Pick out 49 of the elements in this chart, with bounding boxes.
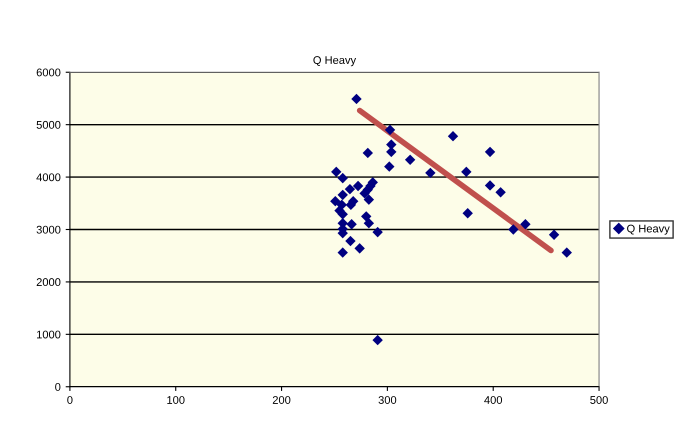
point [372, 226, 383, 238]
point [548, 230, 560, 240]
y-tick-label: 1000 [37, 330, 60, 338]
point [338, 247, 348, 258]
point [562, 247, 572, 258]
point [462, 208, 473, 218]
x-tick-label: 400 [484, 396, 502, 404]
point [364, 218, 374, 228]
x-tick-label: 0 [67, 396, 73, 404]
legend-label: Q Heavy [627, 224, 670, 235]
point [330, 196, 341, 206]
point [484, 146, 496, 158]
point [386, 146, 396, 158]
point [338, 209, 348, 220]
point [384, 161, 394, 172]
y-tick-label: 5000 [36, 120, 60, 129]
y-tick-label: 3000 [36, 226, 60, 234]
point [362, 148, 374, 158]
x-tick-label: 300 [378, 396, 396, 404]
x-tick-label: 100 [167, 396, 185, 404]
point [351, 94, 362, 104]
x-tick-label: 500 [590, 396, 608, 404]
point [338, 172, 348, 184]
y-tick-label: 0 [55, 383, 60, 391]
point [508, 224, 519, 235]
y-tick-label: 4000 [36, 173, 60, 182]
point [372, 334, 383, 346]
point [352, 180, 364, 192]
point [364, 194, 374, 205]
point [384, 124, 396, 136]
point [361, 211, 372, 222]
y-tick-label: 2000 [36, 278, 60, 286]
chart-title: Q Heavy [313, 56, 356, 66]
point [331, 166, 342, 178]
point [461, 166, 472, 178]
y-tick-label: 6000 [36, 68, 60, 76]
point [338, 190, 348, 200]
point [404, 154, 416, 165]
point [359, 188, 370, 199]
point [484, 180, 496, 191]
point [425, 168, 436, 178]
point [345, 236, 356, 246]
point [448, 131, 458, 142]
x-tick-label: 200 [272, 396, 290, 404]
point [354, 243, 365, 254]
point [520, 219, 531, 230]
point [346, 219, 357, 230]
point [495, 187, 506, 198]
point [344, 184, 356, 194]
